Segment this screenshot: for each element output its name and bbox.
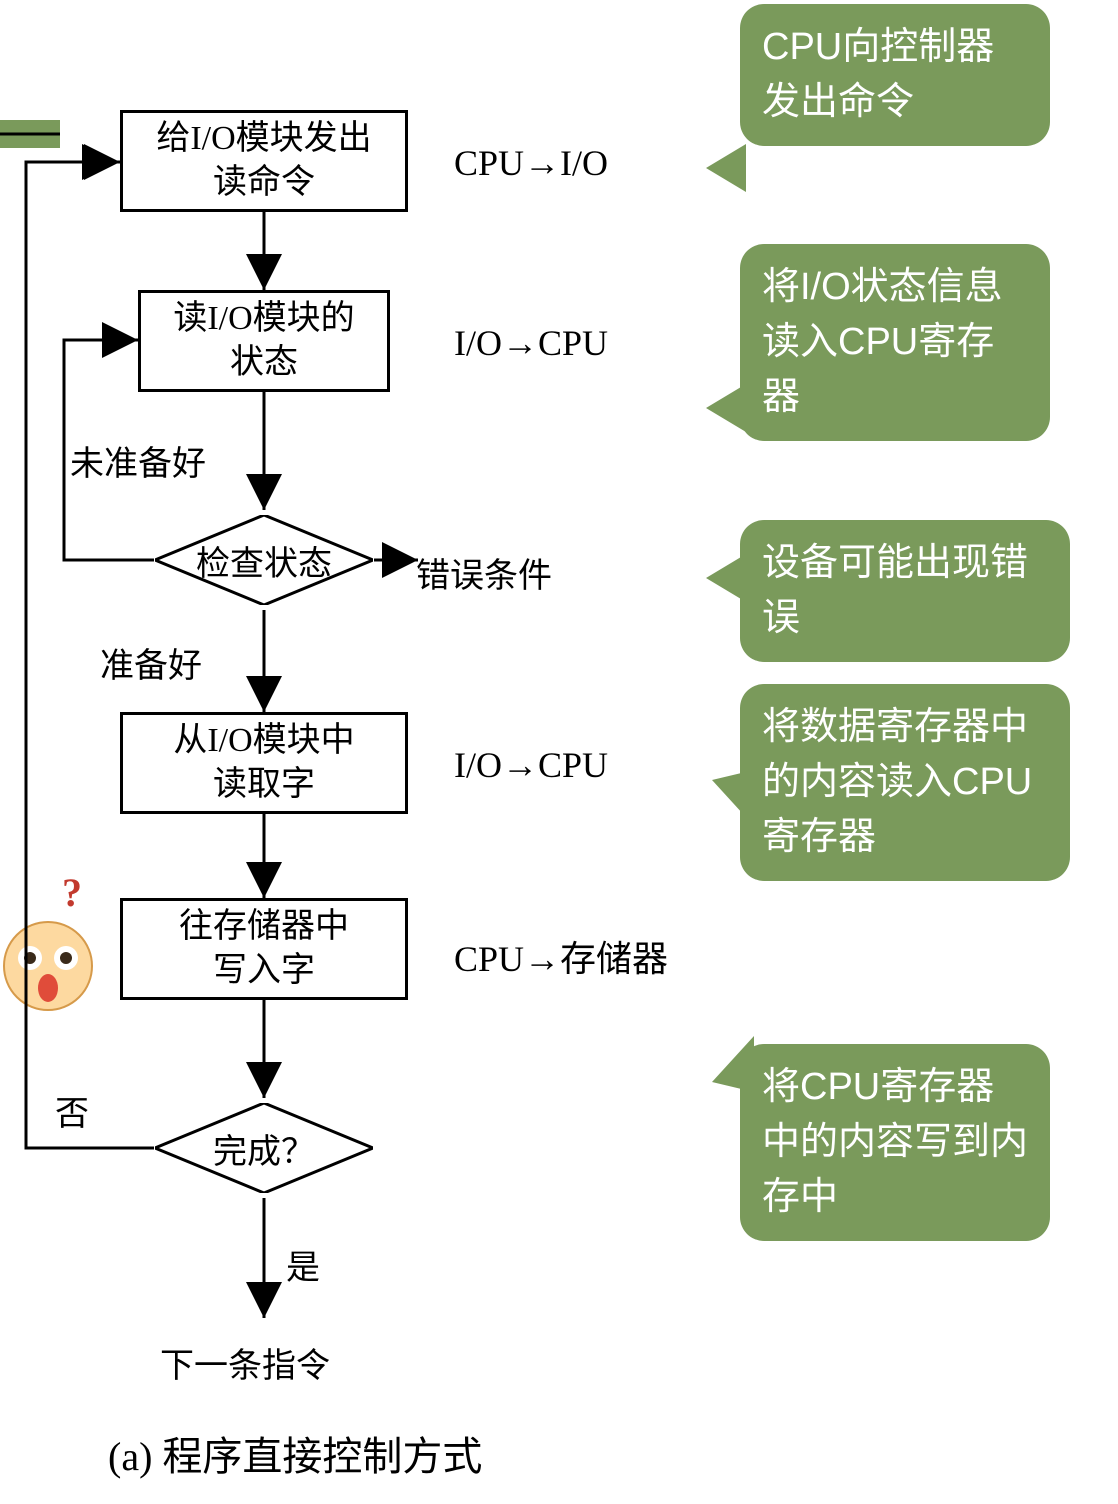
edge-label-el2: 准备好 [100, 638, 202, 687]
edge-label-el6: 下一条指令 [160, 1338, 330, 1387]
direction-label-sl3: I/O→CPU [454, 744, 608, 786]
decision-d2: 完成？ [155, 1103, 373, 1193]
edge-label-el4: 否 [55, 1086, 89, 1135]
callout-tail-c1 [706, 144, 746, 192]
callout-c1: CPU向控制器发出命令 [740, 4, 1050, 146]
callout-tail-c4 [712, 770, 754, 826]
flow-box-b1: 给I/O模块发出 读命令 [120, 110, 408, 212]
decision-d1: 检查状态 [155, 515, 373, 605]
edge-label-el3: 错误条件 [416, 548, 552, 597]
caption: (a) 程序直接控制方式 [108, 1424, 482, 1482]
direction-label-sl1: CPU→I/O [454, 142, 608, 184]
callout-tail-c5 [712, 1036, 754, 1092]
callout-tail-c2 [706, 384, 746, 432]
sticker-question-face-icon: ? [0, 868, 110, 1018]
flow-box-b4: 从I/O模块中 读取字 [120, 712, 408, 814]
svg-text:?: ? [62, 870, 82, 915]
edge-label-el5: 是 [286, 1240, 320, 1289]
callout-tail-c3 [706, 554, 746, 602]
direction-label-sl2: I/O→CPU [454, 322, 608, 364]
callout-c5: 将CPU寄存器中的内容写到内存中 [740, 1044, 1050, 1241]
flow-box-b2: 读I/O模块的 状态 [138, 290, 390, 392]
callout-c4: 将数据寄存器中的内容读入CPU寄存器 [740, 684, 1070, 881]
edge-label-el1: 未准备好 [70, 436, 206, 485]
callout-c3: 设备可能出现错误 [740, 520, 1070, 662]
direction-label-sl4: CPU→存储器 [454, 930, 668, 982]
flow-box-b5: 往存储器中 写入字 [120, 898, 408, 1000]
callout-c2: 将I/O状态信息读入CPU寄存器 [740, 244, 1050, 441]
